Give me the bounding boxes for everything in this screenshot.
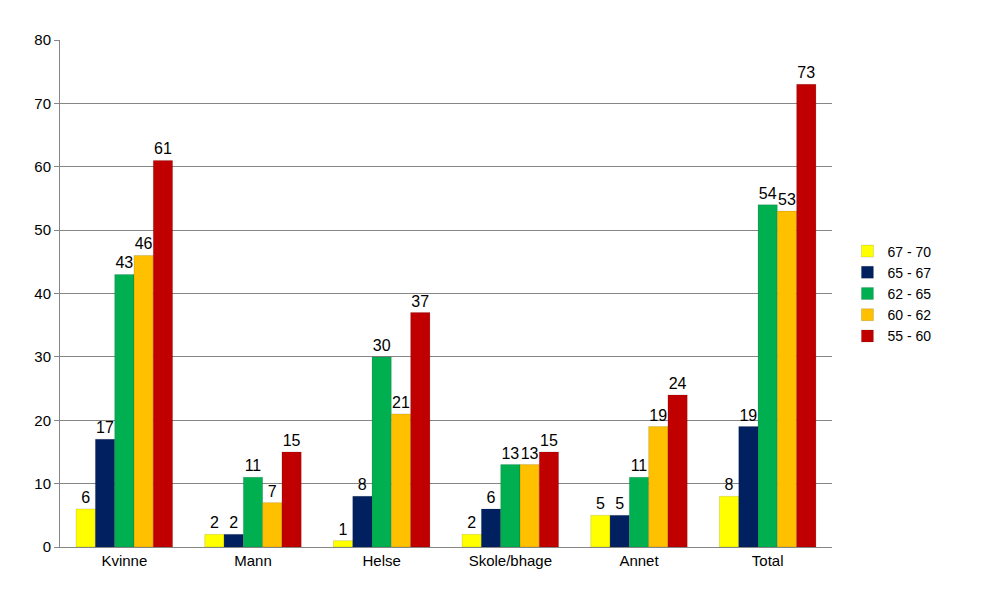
svg-text:53: 53 (778, 191, 796, 208)
svg-text:10: 10 (34, 475, 51, 492)
svg-text:60: 60 (34, 158, 51, 175)
svg-text:Annet: Annet (619, 552, 659, 569)
svg-text:Mann: Mann (234, 552, 272, 569)
svg-text:60 - 62: 60 - 62 (887, 307, 931, 323)
svg-text:19: 19 (649, 407, 667, 424)
svg-text:19: 19 (739, 407, 757, 424)
svg-text:17: 17 (96, 419, 114, 436)
svg-text:21: 21 (392, 394, 410, 411)
svg-text:13: 13 (521, 445, 539, 462)
svg-text:11: 11 (631, 457, 648, 474)
svg-text:40: 40 (34, 285, 51, 302)
svg-text:50: 50 (34, 221, 51, 238)
svg-text:70: 70 (34, 95, 51, 112)
svg-text:Kvinne: Kvinne (101, 552, 147, 569)
svg-text:Total: Total (752, 552, 784, 569)
svg-text:55 - 60: 55 - 60 (887, 328, 931, 344)
svg-text:65 - 67: 65 - 67 (887, 265, 931, 281)
svg-text:5: 5 (596, 495, 605, 512)
svg-text:7: 7 (268, 483, 277, 500)
svg-text:Helse: Helse (362, 552, 400, 569)
svg-text:8: 8 (725, 476, 734, 493)
svg-text:1: 1 (339, 521, 348, 538)
svg-text:24: 24 (669, 375, 687, 392)
svg-text:15: 15 (540, 432, 558, 449)
svg-text:2: 2 (210, 514, 219, 531)
svg-text:46: 46 (135, 235, 153, 252)
svg-text:8: 8 (358, 476, 367, 493)
svg-text:43: 43 (115, 254, 133, 271)
svg-text:61: 61 (154, 140, 172, 157)
svg-text:Skole/bhage: Skole/bhage (469, 552, 552, 569)
svg-text:20: 20 (34, 412, 51, 429)
svg-text:37: 37 (411, 293, 429, 310)
svg-text:6: 6 (81, 489, 90, 506)
svg-text:15: 15 (283, 432, 301, 449)
svg-text:30: 30 (34, 348, 51, 365)
svg-text:67 - 70: 67 - 70 (887, 244, 931, 260)
svg-text:30: 30 (373, 337, 391, 354)
svg-text:13: 13 (501, 445, 519, 462)
svg-text:11: 11 (245, 457, 262, 474)
svg-text:54: 54 (759, 185, 777, 202)
svg-text:6: 6 (487, 489, 496, 506)
svg-text:2: 2 (467, 514, 476, 531)
svg-text:2: 2 (229, 514, 238, 531)
svg-text:62 - 65: 62 - 65 (887, 286, 931, 302)
svg-text:73: 73 (797, 64, 815, 81)
svg-text:5: 5 (615, 495, 624, 512)
svg-text:80: 80 (34, 31, 51, 48)
svg-text:0: 0 (43, 538, 51, 555)
